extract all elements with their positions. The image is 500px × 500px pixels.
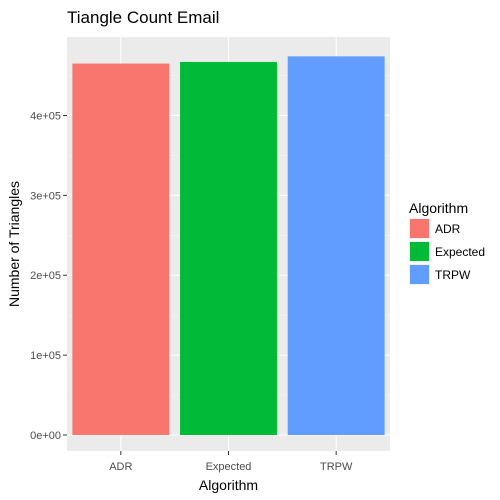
- legend-title: Algorithm: [409, 200, 468, 216]
- legend-swatch-trpw: [410, 265, 429, 284]
- x-axis: ADR Expected TRPW: [109, 451, 353, 473]
- legend-label: Expected: [435, 245, 485, 259]
- y-axis: 0e+00 1e+05 2e+05 3e+05 4e+05: [30, 110, 67, 442]
- bar-trpw: [287, 56, 385, 436]
- legend-swatch-adr: [410, 219, 429, 238]
- x-tick-label: ADR: [109, 461, 132, 473]
- legend-swatch-expected: [410, 242, 429, 261]
- legend: Algorithm ADR Expected TRPW: [409, 200, 485, 285]
- legend-label: ADR: [435, 222, 461, 236]
- y-axis-title: Number of Triangles: [6, 181, 22, 307]
- x-tick-label: Expected: [206, 461, 252, 473]
- x-tick-label: TRPW: [320, 461, 353, 473]
- bar-expected: [180, 61, 277, 436]
- bar-adr: [72, 63, 170, 435]
- bars: [72, 56, 385, 436]
- y-tick-label: 1e+05: [30, 350, 61, 362]
- legend-label: TRPW: [435, 268, 471, 282]
- y-tick-label: 0e+00: [30, 430, 61, 442]
- y-tick-label: 4e+05: [30, 110, 61, 122]
- x-axis-title: Algorithm: [199, 477, 258, 493]
- chart-title: Tiangle Count Email: [67, 8, 219, 27]
- y-tick-label: 2e+05: [30, 270, 61, 282]
- y-tick-label: 3e+05: [30, 190, 61, 202]
